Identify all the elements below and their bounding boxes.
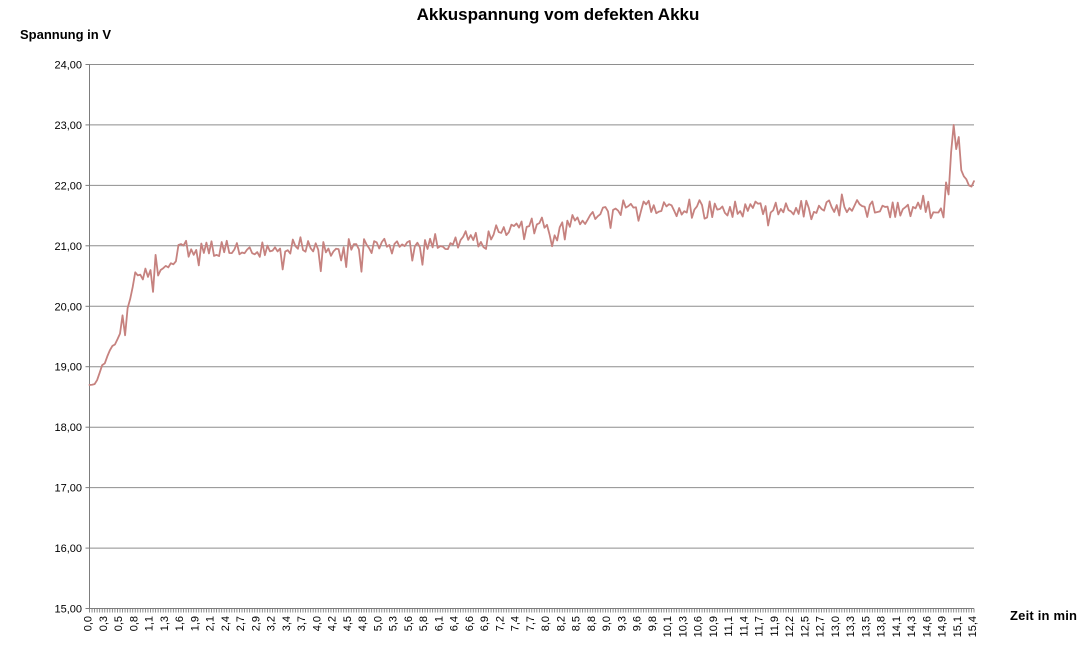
svg-text:4,5: 4,5: [342, 616, 354, 631]
svg-text:14,9: 14,9: [937, 616, 949, 637]
svg-text:8,5: 8,5: [571, 616, 583, 631]
svg-text:15,00: 15,00: [54, 604, 82, 616]
svg-text:15,1: 15,1: [952, 616, 964, 637]
svg-text:Akkuspannung vom defekten Akku: Akkuspannung vom defekten Akku: [417, 5, 700, 24]
svg-text:15,4: 15,4: [967, 616, 979, 637]
svg-text:6,9: 6,9: [479, 616, 491, 631]
svg-text:2,9: 2,9: [250, 616, 262, 631]
svg-text:10,3: 10,3: [677, 616, 689, 637]
svg-text:6,6: 6,6: [464, 616, 476, 631]
svg-text:9,0: 9,0: [601, 616, 613, 631]
svg-text:Spannung in V: Spannung in V: [20, 27, 111, 42]
svg-text:13,0: 13,0: [830, 616, 842, 637]
svg-text:11,7: 11,7: [754, 616, 766, 637]
svg-text:7,4: 7,4: [510, 616, 522, 631]
svg-text:5,6: 5,6: [403, 616, 415, 631]
svg-text:9,6: 9,6: [632, 616, 644, 631]
svg-text:2,7: 2,7: [235, 616, 247, 631]
svg-text:14,1: 14,1: [891, 616, 903, 637]
svg-text:14,3: 14,3: [906, 616, 918, 637]
svg-text:12,2: 12,2: [784, 616, 796, 637]
svg-text:0,8: 0,8: [128, 616, 140, 631]
svg-text:24,00: 24,00: [54, 60, 82, 72]
svg-text:6,1: 6,1: [433, 616, 445, 631]
svg-text:11,9: 11,9: [769, 616, 781, 637]
svg-text:13,8: 13,8: [876, 616, 888, 637]
svg-text:21,00: 21,00: [54, 241, 82, 253]
svg-text:9,3: 9,3: [616, 616, 628, 631]
svg-text:7,2: 7,2: [494, 616, 506, 631]
svg-text:Zeit in min: Zeit in min: [1010, 608, 1077, 623]
svg-text:3,4: 3,4: [281, 616, 293, 631]
svg-text:5,8: 5,8: [418, 616, 430, 631]
svg-text:0,5: 0,5: [113, 616, 125, 631]
svg-text:1,3: 1,3: [159, 616, 171, 631]
svg-text:1,1: 1,1: [144, 616, 156, 631]
svg-text:5,0: 5,0: [372, 616, 384, 631]
svg-text:4,0: 4,0: [311, 616, 323, 631]
svg-text:16,00: 16,00: [54, 543, 82, 555]
svg-text:9,8: 9,8: [647, 616, 659, 631]
svg-text:10,9: 10,9: [708, 616, 720, 637]
svg-text:3,2: 3,2: [266, 616, 278, 631]
svg-text:17,00: 17,00: [54, 483, 82, 495]
svg-text:4,8: 4,8: [357, 616, 369, 631]
svg-text:7,7: 7,7: [525, 616, 537, 631]
svg-text:2,4: 2,4: [220, 616, 232, 631]
svg-text:8,2: 8,2: [555, 616, 567, 631]
svg-text:23,00: 23,00: [54, 120, 82, 132]
svg-text:8,0: 8,0: [540, 616, 552, 631]
svg-text:10,6: 10,6: [693, 616, 705, 637]
svg-text:6,4: 6,4: [449, 616, 461, 631]
svg-text:14,6: 14,6: [921, 616, 933, 637]
svg-text:10,1: 10,1: [662, 616, 674, 637]
svg-text:11,4: 11,4: [738, 616, 750, 637]
svg-text:8,8: 8,8: [586, 616, 598, 631]
svg-text:13,3: 13,3: [845, 616, 857, 637]
svg-text:0,3: 0,3: [98, 616, 110, 631]
svg-text:11,1: 11,1: [723, 616, 735, 637]
svg-text:1,6: 1,6: [174, 616, 186, 631]
svg-text:3,7: 3,7: [296, 616, 308, 631]
svg-text:4,2: 4,2: [327, 616, 339, 631]
svg-text:18,00: 18,00: [54, 422, 82, 434]
svg-text:0,0: 0,0: [83, 616, 95, 631]
svg-text:12,5: 12,5: [799, 616, 811, 637]
svg-text:1,9: 1,9: [189, 616, 201, 631]
svg-text:20,00: 20,00: [54, 301, 82, 313]
svg-text:2,1: 2,1: [205, 616, 217, 631]
svg-text:12,7: 12,7: [815, 616, 827, 637]
svg-text:19,00: 19,00: [54, 362, 82, 374]
svg-text:13,5: 13,5: [860, 616, 872, 637]
svg-text:5,3: 5,3: [388, 616, 400, 631]
svg-text:22,00: 22,00: [54, 180, 82, 192]
